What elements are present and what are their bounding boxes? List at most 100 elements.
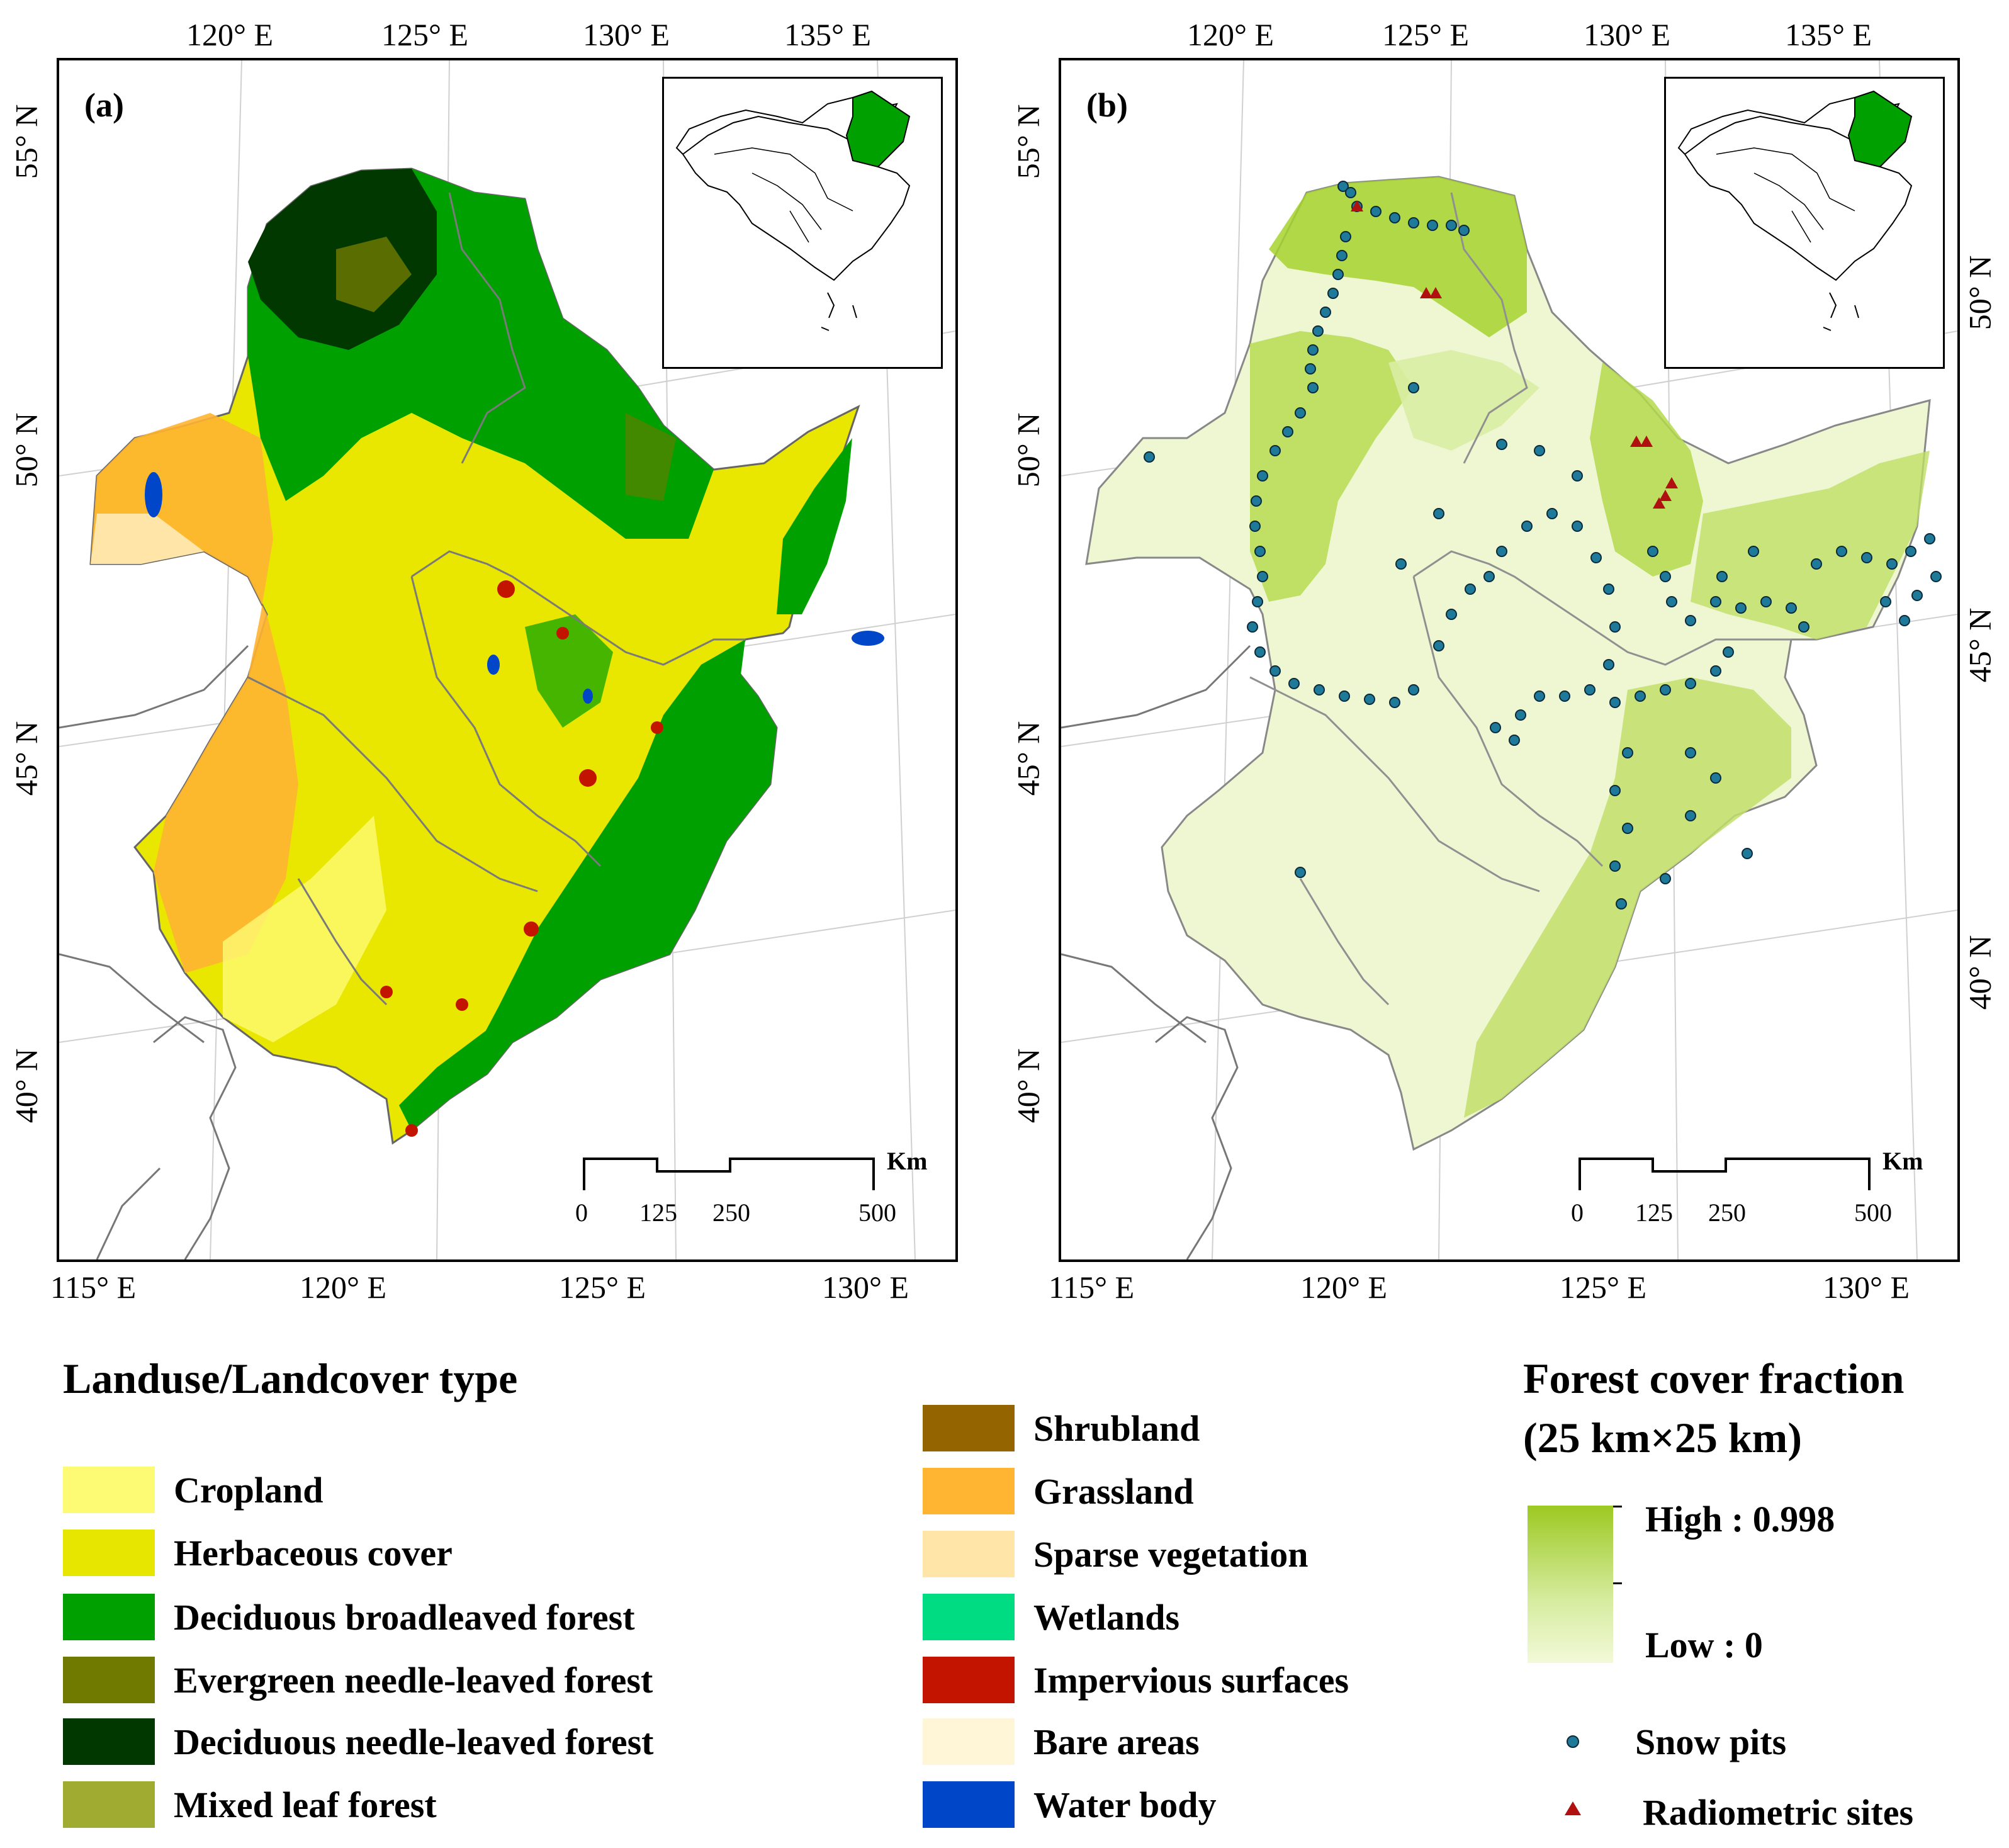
top-tick: 135° E	[784, 17, 872, 52]
legend-label: Water body	[1033, 1784, 1217, 1825]
scale-label: 125	[639, 1198, 677, 1227]
scale-bar: Km 0 125 250 500	[575, 1146, 927, 1241]
legend-swatch	[923, 1657, 1015, 1703]
left-tick: 45° N	[1010, 721, 1046, 796]
legend-label: Evergreen needle-leaved forest	[174, 1659, 653, 1701]
colorbar-tick	[1613, 1506, 1622, 1507]
province-boundaries	[1249, 192, 1791, 1006]
scale-bar: Km 0 125 250 500	[1571, 1146, 1923, 1241]
right-tick: 40° N	[1962, 935, 1998, 1010]
left-tick: 50° N	[8, 412, 44, 488]
urban-patches	[380, 580, 663, 1137]
landcover-map	[59, 60, 955, 1259]
legend-swatch	[923, 1718, 1015, 1765]
province-boundaries	[247, 192, 745, 1006]
admin-boundaries	[59, 645, 249, 1259]
radiometric-sites	[1351, 200, 1678, 509]
bottom-tick: 120° E	[1300, 1270, 1388, 1305]
left-tick: 40° N	[8, 1048, 44, 1124]
legend-label: Bare areas	[1033, 1721, 1200, 1762]
scale-label: 500	[858, 1198, 896, 1227]
forest-fraction-map	[1061, 60, 1957, 1259]
legend-swatch	[923, 1405, 1015, 1451]
legend-swatch	[63, 1467, 155, 1513]
landcover-legend-title: Landuse/Landcover type	[63, 1355, 518, 1402]
legend-item: Impervious surfaces	[923, 1657, 1349, 1703]
legend-swatch	[63, 1530, 155, 1576]
colorbar-low-label: Low : 0	[1645, 1625, 1763, 1665]
scale-unit: Km	[887, 1147, 928, 1175]
scale-label: 0	[1571, 1198, 1584, 1227]
top-tick: 135° E	[1785, 17, 1872, 52]
legend-item: Bare areas	[923, 1718, 1200, 1765]
left-tick: 40° N	[1010, 1048, 1046, 1124]
top-tick: 130° E	[583, 17, 670, 52]
scale-unit: Km	[1882, 1147, 1923, 1175]
legend-item: Grassland	[923, 1468, 1194, 1514]
map-panel-a: (a) Km 0 125 250 500	[57, 58, 958, 1262]
bottom-tick: 115° E	[50, 1270, 137, 1305]
top-tick: 120° E	[186, 17, 274, 52]
left-tick: 55° N	[1010, 104, 1046, 179]
legend-item: Shrubland	[923, 1405, 1200, 1451]
scale-label: 0	[575, 1198, 588, 1227]
scale-label: 250	[1708, 1198, 1746, 1227]
colorbar-high-label: High : 0.998	[1645, 1499, 1835, 1540]
scale-label: 500	[1854, 1198, 1892, 1227]
legend-swatch	[923, 1468, 1015, 1514]
scale-label: 125	[1635, 1198, 1673, 1227]
china-inset-map	[662, 77, 943, 369]
top-tick: 120° E	[1187, 17, 1275, 52]
legend-item: Deciduous broadleaved forest	[63, 1594, 635, 1640]
legend-item: Cropland	[63, 1467, 323, 1513]
bottom-tick: 115° E	[1049, 1270, 1135, 1305]
legend-label: Wetlands	[1033, 1596, 1180, 1638]
forest-fraction-colorbar	[1528, 1506, 1613, 1663]
legend-label: Deciduous needle-leaved forest	[174, 1721, 654, 1762]
left-tick: 45° N	[8, 721, 44, 796]
left-tick: 55° N	[8, 104, 44, 179]
forest-legend-title: Forest cover fraction	[1523, 1355, 1905, 1402]
scale-label: 250	[712, 1198, 750, 1227]
bottom-tick: 120° E	[300, 1270, 387, 1305]
forest-legend-subtitle: (25 km×25 km)	[1523, 1414, 1802, 1462]
legend-item: Deciduous needle-leaved forest	[63, 1718, 654, 1765]
bottom-tick: 130° E	[1823, 1270, 1910, 1305]
legend-swatch	[63, 1657, 155, 1703]
radiometric-site-symbol	[1565, 1801, 1581, 1815]
legend-label: Sparse vegetation	[1033, 1533, 1308, 1575]
legend-label: Shrubland	[1033, 1407, 1200, 1449]
water-patches	[145, 472, 884, 704]
legend-swatch	[923, 1781, 1015, 1828]
legend-swatch	[63, 1718, 155, 1765]
top-tick: 125° E	[1382, 17, 1470, 52]
bottom-tick: 125° E	[1560, 1270, 1647, 1305]
legend-label: Deciduous broadleaved forest	[174, 1596, 635, 1638]
right-tick: 45° N	[1962, 607, 1998, 683]
colorbar-tick	[1613, 1582, 1622, 1584]
snow-pits	[1144, 181, 1942, 910]
panel-label: (b)	[1086, 86, 1128, 124]
legend-label: Grassland	[1033, 1470, 1194, 1512]
china-outline-map	[675, 90, 911, 331]
admin-boundaries	[1061, 645, 1251, 1259]
snow-pits-label: Snow pits	[1635, 1721, 1787, 1762]
panel-label: (a)	[84, 86, 124, 124]
china-outline-map	[1677, 90, 1913, 331]
legend-swatch	[63, 1781, 155, 1828]
map-panel-b: (b) Km 0 125 250 500	[1059, 58, 1960, 1262]
left-tick: 50° N	[1010, 412, 1046, 488]
legend-swatch	[923, 1594, 1015, 1640]
legend-item: Water body	[923, 1781, 1217, 1828]
china-inset-map	[1664, 77, 1945, 369]
legend-swatch	[923, 1531, 1015, 1577]
legend-label: Impervious surfaces	[1033, 1659, 1349, 1701]
bottom-tick: 130° E	[822, 1270, 909, 1305]
legend-item: Mixed leaf forest	[63, 1781, 437, 1828]
radiometric-sites-label: Radiometric sites	[1643, 1792, 1914, 1833]
top-tick: 125° E	[381, 17, 469, 52]
legend-label: Mixed leaf forest	[174, 1784, 437, 1825]
legend-label: Cropland	[174, 1469, 324, 1511]
legend-item: Wetlands	[923, 1594, 1179, 1640]
snow-pit-symbol	[1567, 1735, 1579, 1748]
